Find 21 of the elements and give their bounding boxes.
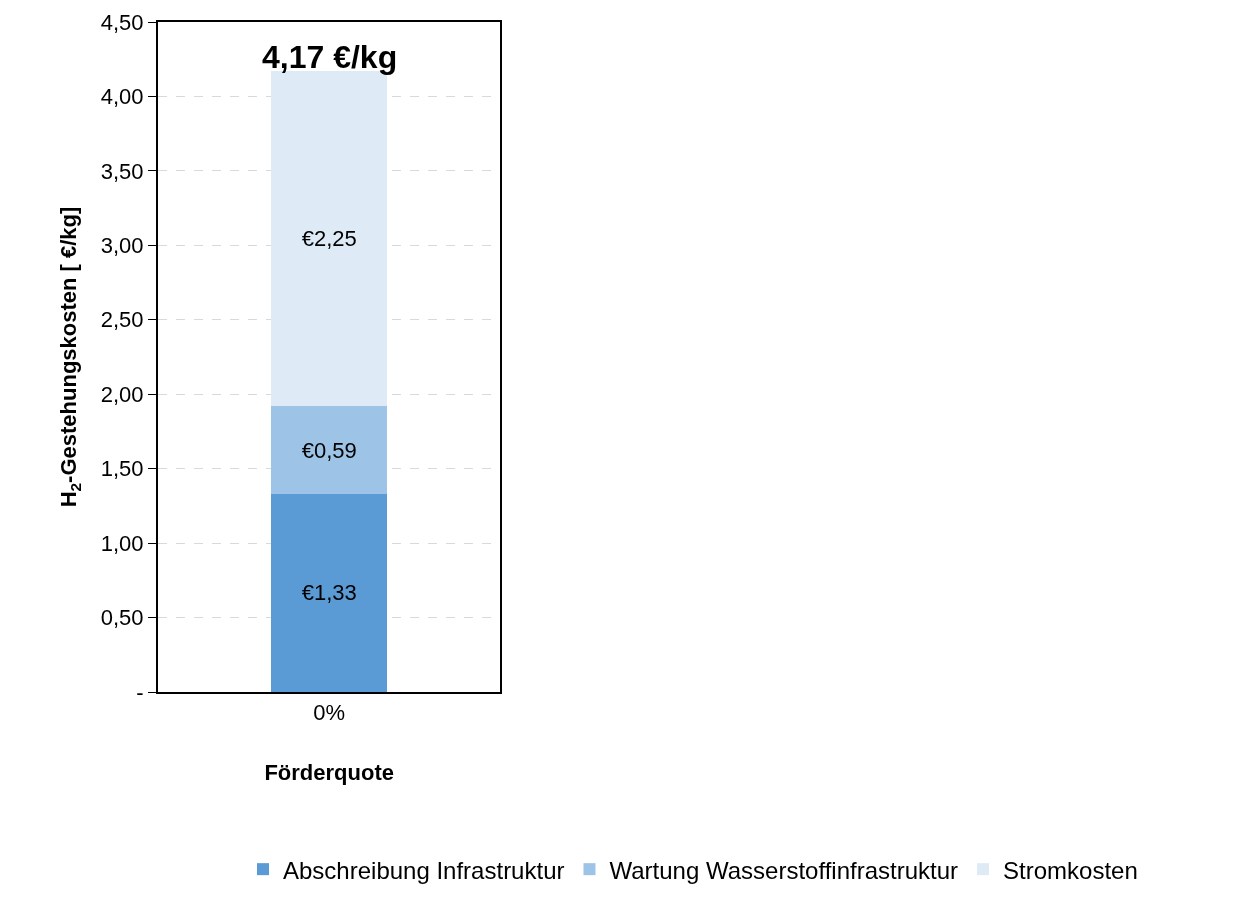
y-tick-label: 2,50 bbox=[100, 307, 144, 333]
y-tick-label: 1,50 bbox=[100, 456, 144, 482]
y-tick-label: 3,50 bbox=[100, 158, 144, 184]
y-tick-label: 1,00 bbox=[100, 530, 144, 556]
legend-label: Abschreibung Infrastruktur bbox=[283, 856, 565, 884]
y-tick-label: - bbox=[136, 679, 144, 705]
y-tick-label: 4,00 bbox=[100, 84, 144, 110]
total-label: 4,17 €/kg bbox=[262, 39, 398, 75]
y-tick-label: 0,50 bbox=[100, 605, 144, 631]
legend-label: Wartung Wasserstoffinfrastruktur bbox=[609, 856, 959, 884]
x-tick-label: 0% bbox=[313, 700, 346, 726]
x-axis-title: Förderquote bbox=[264, 759, 394, 785]
y-tick-label: 4,50 bbox=[100, 9, 144, 35]
bar bbox=[270, 406, 388, 494]
data-label: €2,25 bbox=[301, 226, 357, 252]
bar bbox=[270, 493, 388, 692]
data-label: €0,59 bbox=[301, 437, 357, 463]
y-tick-label: 2,00 bbox=[100, 381, 144, 407]
y-tick-label: 3,00 bbox=[100, 233, 144, 259]
legend-label: Stromkosten bbox=[1003, 856, 1138, 884]
data-label: €1,33 bbox=[301, 580, 357, 606]
